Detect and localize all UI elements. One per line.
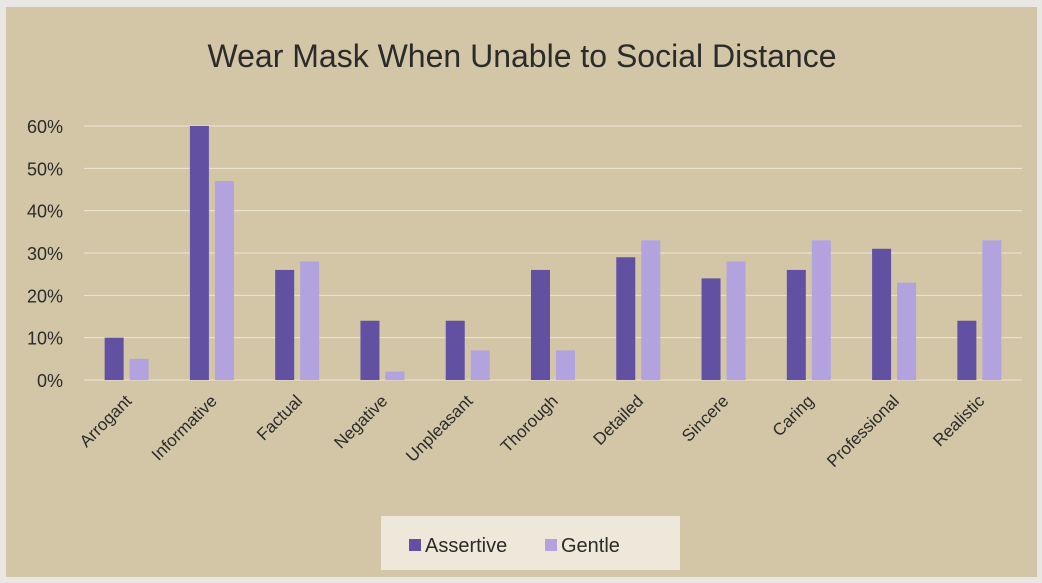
x-tick-label: Sincere — [678, 391, 732, 445]
x-tick-label: Unpleasant — [402, 391, 476, 465]
bar-gentle-factual — [300, 261, 320, 380]
legend-box — [381, 516, 680, 570]
y-tick-label: 10% — [27, 329, 63, 349]
legend-label-assertive: Assertive — [425, 535, 507, 557]
x-tick-label: Realistic — [929, 391, 988, 450]
bar-assertive-unpleasant — [445, 320, 465, 380]
y-axis-ticks: 0% 10% 20% 30% 40% 50% 60% — [27, 117, 63, 391]
x-axis-ticks: Arrogant Informative Factual Negative Unplea… — [76, 391, 989, 471]
legend-swatch-gentle — [545, 539, 557, 551]
bar-assertive-caring — [786, 269, 806, 380]
bar-gentle-sincere — [726, 261, 746, 380]
y-tick-label: 20% — [27, 286, 63, 306]
bar-assertive-professional — [872, 248, 892, 380]
x-tick-label: Detailed — [590, 391, 648, 449]
y-tick-label: 60% — [27, 117, 63, 137]
x-tick-label: Factual — [253, 391, 306, 444]
legend: Assertive Gentle — [381, 516, 680, 570]
bar-gentle-thorough — [556, 350, 575, 380]
bar-gentle-realistic — [982, 240, 1002, 380]
bar-gentle-detailed — [641, 240, 661, 380]
x-tick-label: Arrogant — [76, 391, 136, 451]
legend-label-gentle: Gentle — [561, 535, 620, 557]
legend-swatch-assertive — [409, 539, 421, 551]
bars — [104, 126, 1002, 380]
bar-assertive-arrogant — [104, 337, 124, 380]
bar-assertive-informative — [189, 126, 209, 380]
bar-gentle-negative — [385, 371, 405, 380]
bar-chart: Wear Mask When Unable to Social Distance… — [27, 38, 1022, 570]
x-tick-label: Professional — [823, 391, 903, 471]
x-tick-label: Negative — [330, 391, 391, 452]
x-tick-label: Informative — [148, 391, 221, 464]
bar-assertive-negative — [360, 320, 380, 380]
bar-assertive-detailed — [616, 257, 636, 380]
y-tick-label: 40% — [27, 202, 63, 222]
bar-gentle-unpleasant — [470, 350, 490, 380]
bar-assertive-thorough — [531, 269, 550, 380]
x-tick-label: Caring — [769, 391, 818, 440]
gridlines — [84, 125, 1022, 381]
bar-assertive-sincere — [701, 278, 721, 380]
y-tick-label: 0% — [37, 371, 63, 391]
bar-assertive-realistic — [957, 320, 977, 380]
chart-frame: Wear Mask When Unable to Social Distance… — [6, 7, 1037, 577]
chart-title: Wear Mask When Unable to Social Distance — [207, 38, 836, 74]
bar-gentle-caring — [811, 240, 831, 380]
bar-gentle-arrogant — [129, 358, 149, 380]
bar-gentle-informative — [214, 181, 234, 380]
x-tick-label: Thorough — [497, 391, 562, 456]
y-tick-label: 30% — [27, 244, 63, 264]
bar-assertive-factual — [275, 269, 295, 380]
bar-gentle-professional — [897, 282, 917, 380]
y-tick-label: 50% — [27, 159, 63, 179]
